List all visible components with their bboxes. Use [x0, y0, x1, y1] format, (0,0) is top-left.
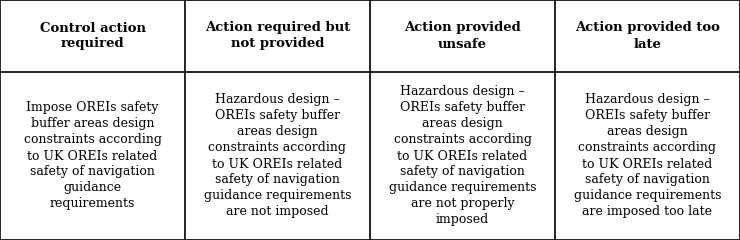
Text: Action required but
not provided: Action required but not provided: [205, 22, 350, 50]
Text: Hazardous design –
OREIs safety buffer
areas design
constraints according
to UK : Hazardous design – OREIs safety buffer a…: [388, 85, 536, 227]
Text: Hazardous design –
OREIs safety buffer
areas design
constraints according
to UK : Hazardous design – OREIs safety buffer a…: [204, 94, 352, 218]
Text: Action provided too
late: Action provided too late: [575, 22, 720, 50]
Text: Hazardous design –
OREIs safety buffer
areas design
constraints according
to UK : Hazardous design – OREIs safety buffer a…: [574, 94, 722, 218]
Text: Action provided
unsafe: Action provided unsafe: [404, 22, 521, 50]
Text: Impose OREIs safety
buffer areas design
constraints according
to UK OREIs relate: Impose OREIs safety buffer areas design …: [24, 102, 161, 210]
Text: Control action
required: Control action required: [39, 22, 146, 50]
